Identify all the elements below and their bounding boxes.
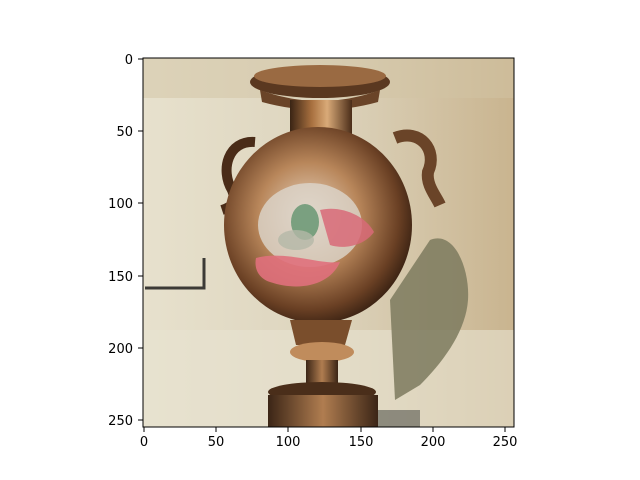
vase-image [143, 58, 514, 427]
left-line-mark [145, 258, 206, 290]
y-tick-label: 150 [108, 270, 133, 285]
x-tick-label: 200 [421, 435, 446, 450]
y-tick-label: 0 [125, 53, 133, 68]
x-tick-label: 0 [140, 435, 148, 450]
x-tick-label: 250 [493, 435, 518, 450]
y-tick-label: 50 [116, 125, 133, 140]
y-tick-label: 250 [108, 414, 133, 429]
axes-frame [142, 57, 515, 428]
y-tick-label: 200 [108, 342, 133, 357]
x-axis: 0 50 100 150 200 250 [140, 427, 518, 450]
y-axis: 0 50 100 150 200 250 [108, 53, 143, 429]
x-tick-label: 150 [349, 435, 374, 450]
x-tick-label: 50 [208, 435, 225, 450]
y-tick-label: 100 [108, 197, 133, 212]
x-tick-label: 100 [276, 435, 301, 450]
background-shape [390, 238, 469, 400]
